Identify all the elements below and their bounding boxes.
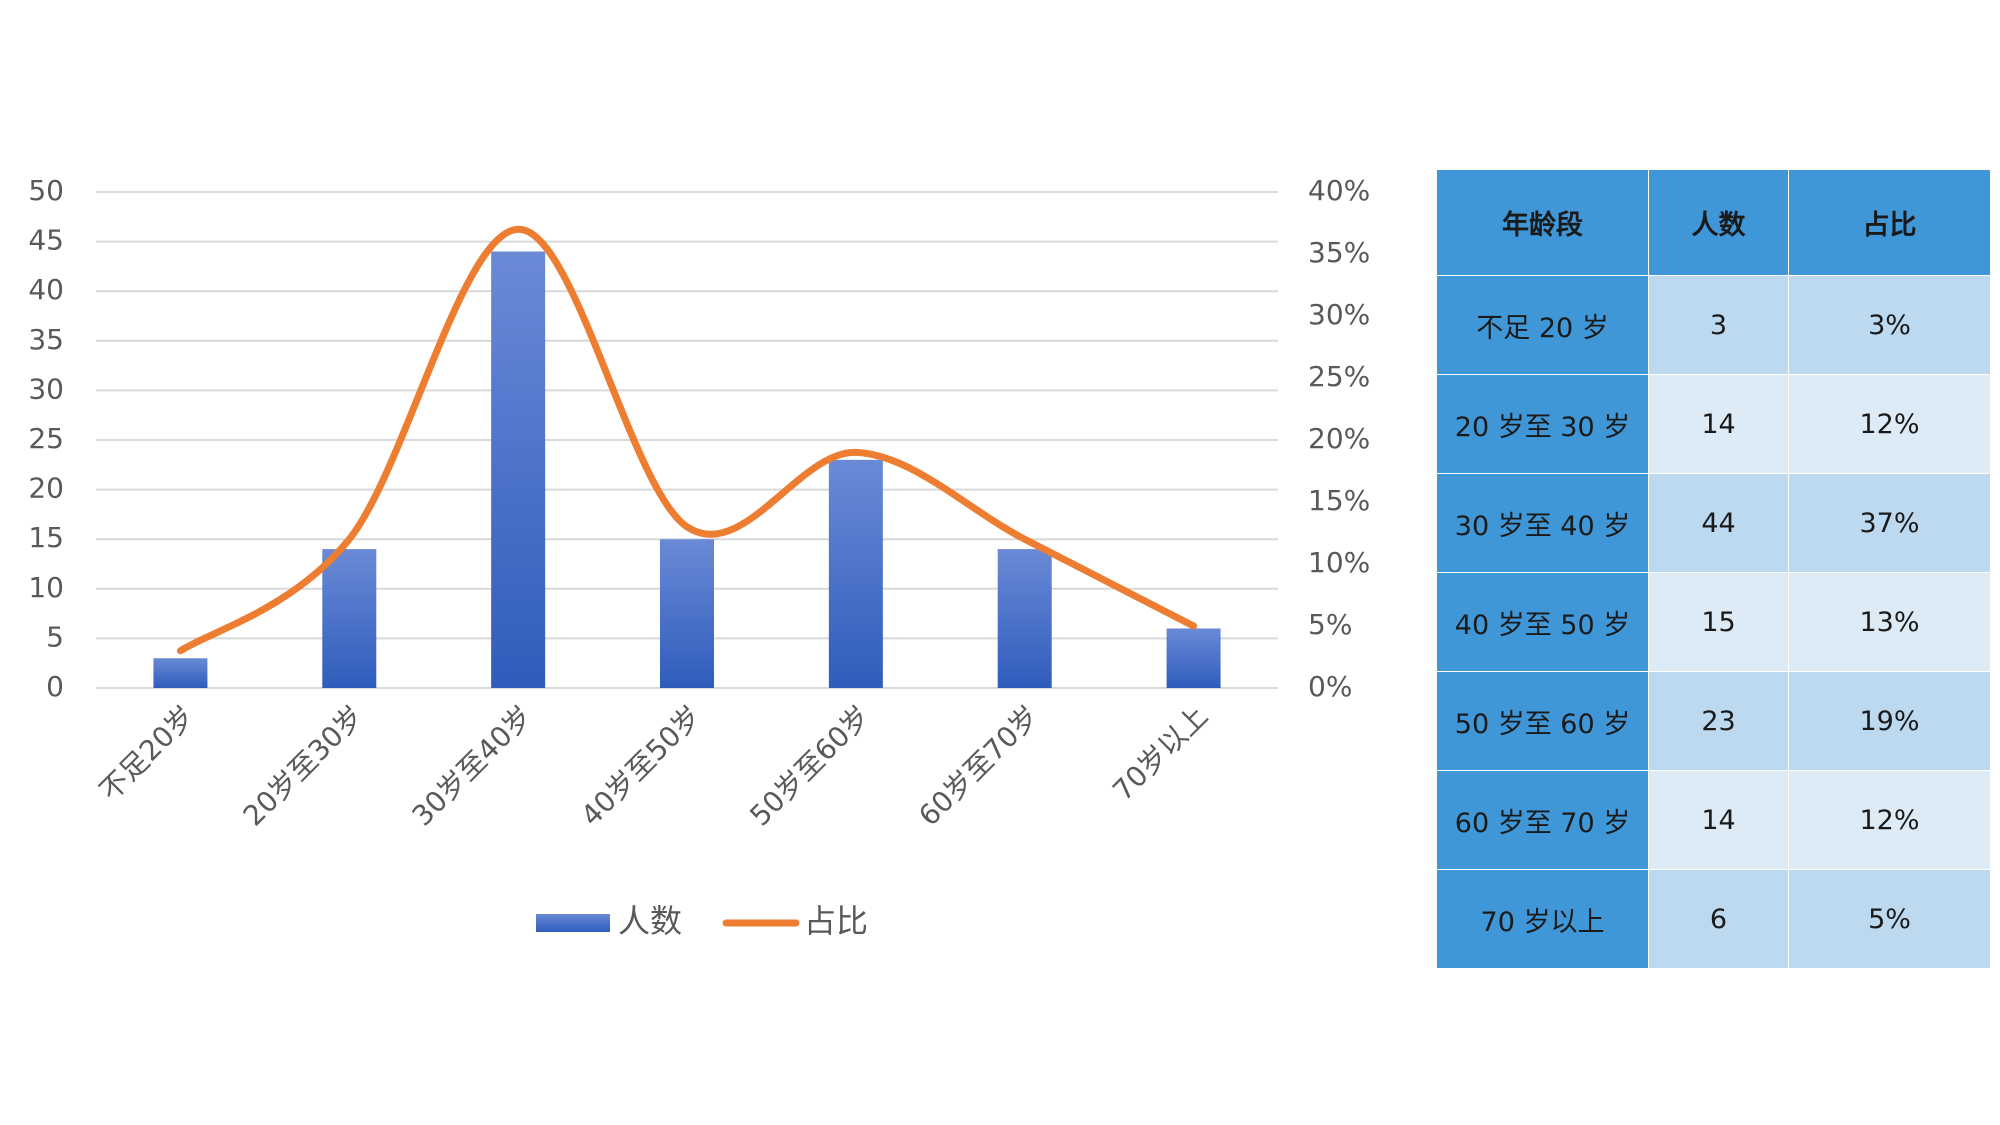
y2-tick-label: 35%	[1308, 236, 1370, 269]
y-tick-label: 35	[28, 323, 64, 356]
table-row: 50 岁至 60 岁 23 19%	[1436, 671, 1991, 771]
bar	[660, 539, 714, 688]
y2-tick-label: 25%	[1308, 360, 1370, 393]
x-tick-label: 不足20岁	[93, 699, 201, 807]
table-header-row: 年龄段 人数 占比	[1436, 169, 1991, 276]
y-tick-label: 10	[28, 571, 64, 604]
y2-tick-label: 5%	[1308, 608, 1352, 641]
legend-swatch	[536, 914, 610, 932]
y2-tick-label: 15%	[1308, 484, 1370, 517]
bar	[322, 549, 377, 688]
table-cell: 70 岁以上	[1436, 869, 1649, 969]
x-tick-label: 50岁至60岁	[743, 699, 876, 832]
table-cell: 37%	[1788, 473, 1991, 573]
bar	[153, 658, 208, 688]
y-tick-label: 50	[28, 174, 64, 207]
table-header-cell: 人数	[1648, 169, 1789, 276]
table-cell: 30 岁至 40 岁	[1436, 473, 1649, 573]
x-tick-label: 70岁以上	[1106, 699, 1214, 807]
y-tick-label: 40	[28, 273, 64, 306]
table-cell: 12%	[1788, 770, 1991, 870]
y-tick-label: 15	[28, 521, 64, 554]
y2-tick-label: 0%	[1308, 670, 1352, 703]
table-cell: 14	[1648, 374, 1789, 474]
bar	[997, 549, 1052, 688]
chart: 0 5 10 15 20 25 30 35 40 45 50 0% 5% 10% 15% 20% 25% 30% 3…	[28, 174, 1370, 940]
table-cell: 44	[1648, 473, 1789, 573]
table-cell: 3	[1648, 275, 1789, 375]
y2-tick-label: 30%	[1308, 298, 1370, 331]
bar	[1166, 628, 1221, 688]
y-tick-label: 20	[28, 472, 64, 505]
x-tick-label: 30岁至40岁	[406, 699, 539, 832]
table-cell: 5%	[1788, 869, 1991, 969]
legend-label: 人数	[618, 902, 682, 940]
y-tick-label: 30	[28, 372, 64, 405]
table-row: 70 岁以上 6 5%	[1436, 869, 1991, 969]
table-cell: 不足 20 岁	[1436, 275, 1649, 375]
table-cell: 20 岁至 30 岁	[1436, 374, 1649, 474]
table-cell: 14	[1648, 770, 1789, 870]
table-cell: 60 岁至 70 岁	[1436, 770, 1649, 870]
table-row: 40 岁至 50 岁 15 13%	[1436, 572, 1991, 672]
table-row: 20 岁至 30 岁 14 12%	[1436, 374, 1991, 474]
table-cell: 13%	[1788, 572, 1991, 672]
data-table: 年龄段 人数 占比 不足 20 岁 3 3% 20 岁至 30 岁 14 12% 30 岁至 40…	[1436, 169, 1991, 969]
table-cell: 12%	[1788, 374, 1991, 474]
table-cell: 15	[1648, 572, 1789, 672]
table-row: 30 岁至 40 岁 44 37%	[1436, 473, 1991, 573]
x-tick-label: 20岁至30岁	[237, 699, 370, 832]
table-cell: 3%	[1788, 275, 1991, 375]
table-cell: 6	[1648, 869, 1789, 969]
table-cell: 40 岁至 50 岁	[1436, 572, 1649, 672]
line	[176, 225, 1198, 655]
y2-tick-label: 40%	[1308, 174, 1370, 207]
table-cell: 19%	[1788, 671, 1991, 771]
y-tick-label: 0	[46, 670, 64, 703]
table-header-cell: 年龄段	[1436, 169, 1649, 276]
table-row: 60 岁至 70 岁 14 12%	[1436, 770, 1991, 870]
bar	[828, 459, 883, 688]
table-cell: 23	[1648, 671, 1789, 771]
y-tick-label: 25	[28, 422, 64, 455]
x-tick-label: 40岁至50岁	[574, 699, 707, 832]
x-tick-label: 60岁至70岁	[912, 699, 1045, 832]
table-header-cell: 占比	[1788, 169, 1991, 276]
table-cell: 50 岁至 60 岁	[1436, 671, 1649, 771]
legend-label: 占比	[804, 902, 868, 940]
table-row: 不足 20 岁 3 3%	[1436, 275, 1991, 375]
y2-tick-label: 10%	[1308, 546, 1370, 579]
y2-tick-label: 20%	[1308, 422, 1370, 455]
bar	[491, 251, 546, 688]
y-tick-label: 5	[46, 620, 64, 653]
y-tick-label: 45	[28, 224, 64, 257]
